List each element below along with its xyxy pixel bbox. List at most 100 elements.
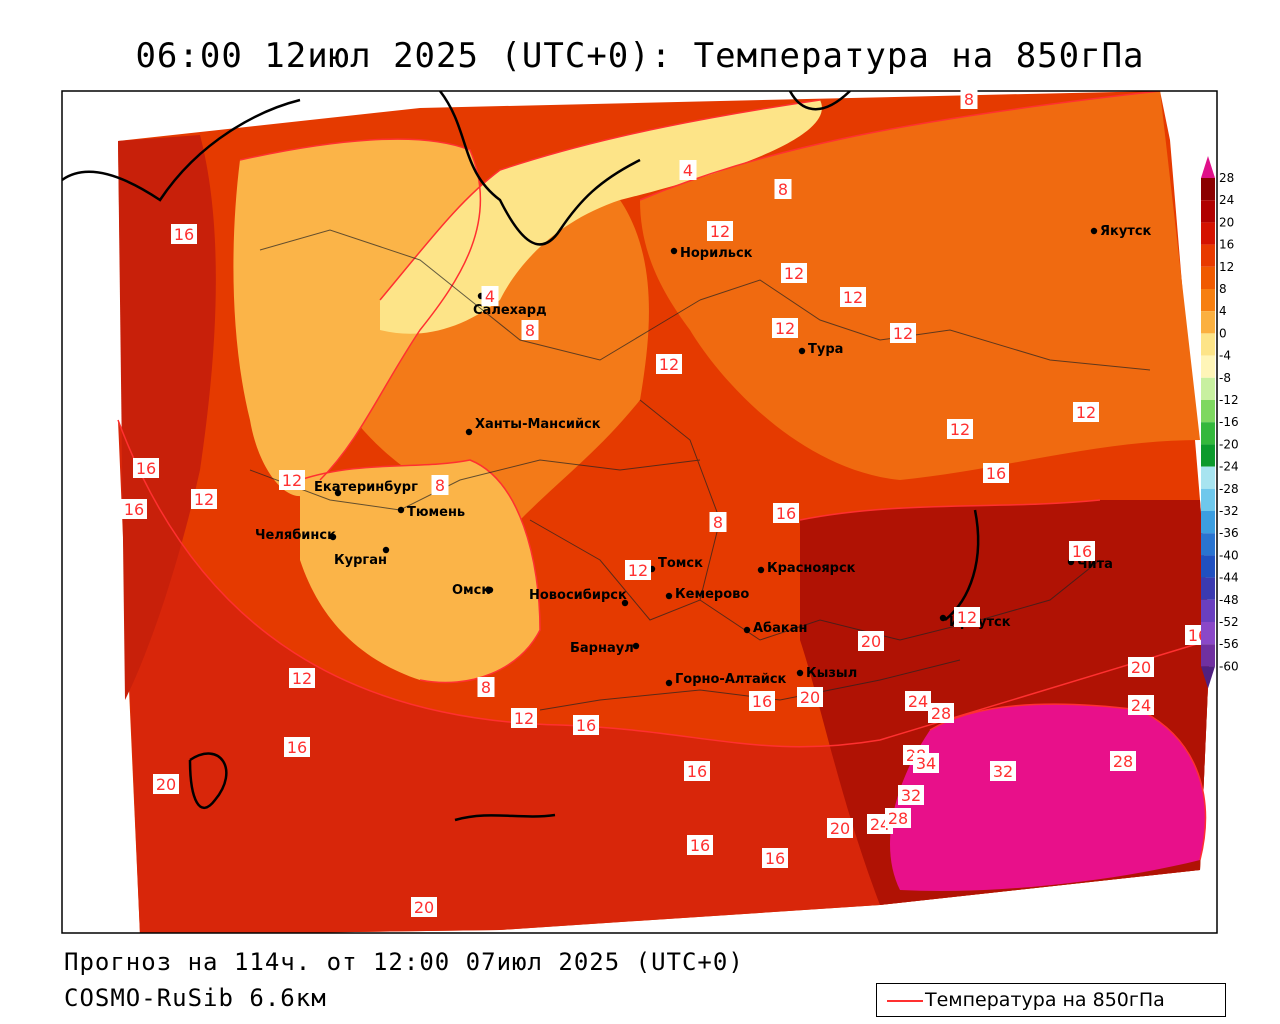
city-label: Тура — [808, 342, 843, 357]
contour-label: 12 — [289, 668, 315, 688]
forecast-info: Прогноз на 114ч. от 12:00 07июл 2025 (UT… — [64, 948, 744, 976]
contour-label-bg — [121, 499, 147, 519]
zone-cool-south — [300, 460, 540, 683]
contour-label-text: 12 — [784, 264, 804, 283]
city-label: Норильск — [680, 246, 753, 261]
contour-label: 4 — [679, 160, 697, 180]
contour-label-bg — [749, 691, 775, 711]
contour-label: 16 — [687, 835, 713, 855]
contour-label-text: 16 — [124, 500, 144, 519]
contour-label-bg — [133, 458, 159, 478]
contour-label: 12 — [625, 560, 651, 580]
contour-label: 12 — [954, 607, 980, 627]
colorbar-tick-label: -36 — [1219, 526, 1239, 540]
contour-label-bg — [1069, 541, 1095, 561]
contour-label-bg — [774, 179, 792, 199]
contour-label: 20 — [797, 687, 823, 707]
colorbar-segment — [1201, 400, 1215, 423]
colorbar-tick-label: -56 — [1219, 637, 1239, 651]
city-marker: Новосибирск — [529, 588, 629, 607]
contour-label-text: 20 — [861, 632, 881, 651]
colorbar-tick-label: -44 — [1219, 571, 1239, 585]
city-label: Якутск — [1100, 224, 1152, 239]
colorbar-segment — [1201, 422, 1215, 445]
city-dot — [382, 546, 390, 554]
contour-label-bg — [656, 354, 682, 374]
city-dot — [486, 586, 494, 594]
contour-label-text: 20 — [1131, 658, 1151, 677]
contour-label: 4 — [481, 286, 499, 306]
contour-label: 20 — [827, 818, 853, 838]
contour-label-bg — [411, 897, 437, 917]
contour-label: 20 — [858, 631, 884, 651]
contour-label-text: 16 — [765, 849, 785, 868]
contour-label-bg — [827, 818, 853, 838]
contour-label-bg — [1128, 695, 1154, 715]
contour-label-text: 16 — [174, 225, 194, 244]
contour-label: 8 — [709, 512, 727, 532]
contour-label-text: 16 — [1072, 542, 1092, 561]
contour-label-text: 24 — [908, 692, 928, 711]
contour-label-text: 12 — [514, 709, 534, 728]
contour-label: 20 — [1128, 657, 1154, 677]
contour-label-text: 12 — [893, 324, 913, 343]
city-marker: Тюмень — [397, 505, 465, 520]
contour-label-text: 32 — [901, 786, 921, 805]
city-label: Кемерово — [675, 587, 749, 602]
contour-label: 28 — [1110, 751, 1136, 771]
contour-label: 16 — [284, 737, 310, 757]
colorbar-tick-label: 20 — [1219, 215, 1234, 229]
city-dot — [621, 599, 629, 607]
contour-label-bg — [625, 560, 651, 580]
city-dot — [632, 642, 640, 650]
colorbar-segment — [1201, 244, 1215, 267]
city-label: Кызыл — [806, 666, 857, 681]
city-marker: Курган — [334, 546, 390, 568]
colorbar-tick-label: -16 — [1219, 415, 1239, 429]
city-label: Ханты-Мансийск — [475, 417, 601, 432]
contour-label: 20 — [411, 897, 437, 917]
contour-label: 16 — [983, 463, 1009, 483]
colorbar-tick-label: -28 — [1219, 482, 1239, 496]
contour-label-text: 12 — [292, 669, 312, 688]
colorbar-top-arrow — [1201, 156, 1215, 178]
colorbar-segment — [1201, 355, 1215, 378]
map-title: 06:00 12июл 2025 (UTC+0): Температура на… — [135, 36, 1145, 76]
legend-line-swatch — [887, 1000, 923, 1002]
colorbar-segment — [1201, 311, 1215, 334]
city-dot — [1090, 227, 1098, 235]
city-label: Тюмень — [407, 505, 465, 520]
coastlines — [62, 91, 980, 822]
contour-label-text: 12 — [710, 222, 730, 241]
colorbar-segment — [1201, 222, 1215, 245]
colorbar-tick-label: 8 — [1219, 282, 1227, 296]
contour-label-text: 16 — [986, 464, 1006, 483]
contour-label-bg — [960, 89, 978, 109]
contour-label-text: 12 — [194, 490, 214, 509]
city-label: Горно-Алтайск — [675, 672, 787, 687]
colorbar-segment — [1201, 488, 1215, 511]
contour-label-bg — [928, 703, 954, 723]
contour-label: 16 — [121, 499, 147, 519]
contour-label-bg — [797, 687, 823, 707]
contour-label-text: 16 — [687, 762, 707, 781]
contour-label-text: 12 — [843, 288, 863, 307]
contour-label-text: 32 — [993, 762, 1013, 781]
contour-label: 16 — [773, 503, 799, 523]
contour-label: 24 — [905, 691, 931, 711]
contour-label: 32 — [990, 761, 1016, 781]
city-label: Красноярск — [767, 561, 856, 576]
city-marker: Челябинск — [255, 528, 337, 543]
contour-label: 16 — [573, 715, 599, 735]
city-dot — [796, 669, 804, 677]
city-label: Барнаул — [570, 641, 634, 656]
colorbar-segment — [1201, 377, 1215, 400]
contour-label-bg — [773, 503, 799, 523]
contour-label-bg — [684, 761, 710, 781]
model-info: COSMO-RuSib 6.6км — [64, 984, 327, 1012]
city-label: Екатеринбург — [314, 480, 418, 495]
contour-label-bg — [762, 848, 788, 868]
city-label: Омск — [452, 583, 490, 598]
contour-label-text: 12 — [950, 420, 970, 439]
colorbar-segment — [1201, 533, 1215, 556]
